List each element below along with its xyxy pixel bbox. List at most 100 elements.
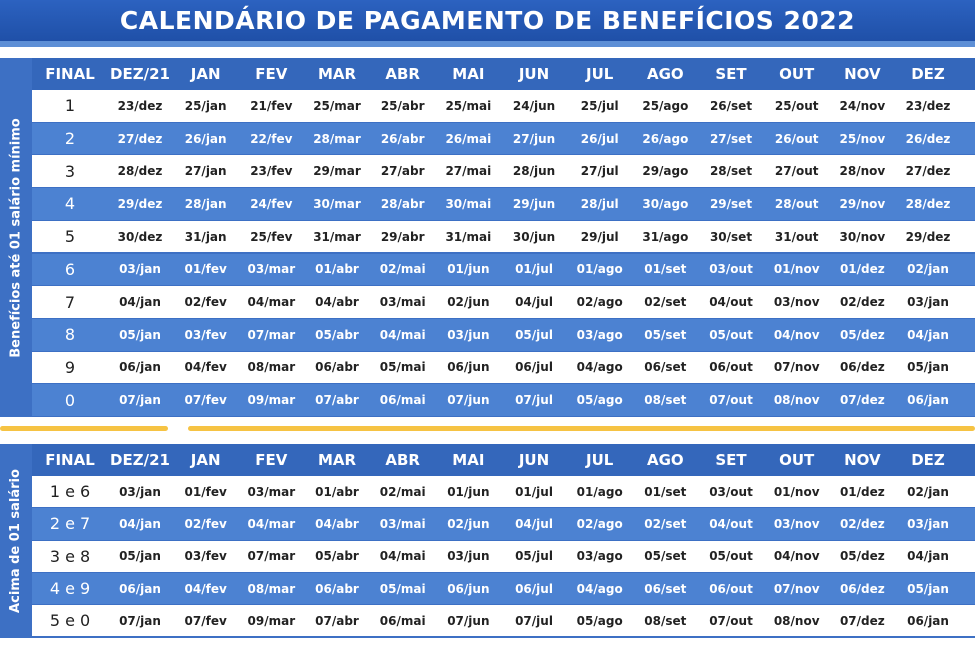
- row-label: 4: [64, 194, 76, 214]
- cell: 03/jun: [447, 549, 490, 564]
- cell: 27/dez: [117, 131, 163, 146]
- cell: 01/set: [644, 262, 687, 277]
- data-row: 4 29/dez 28/jan 24/fev 30/mar 28/abr 30/mai 29/…: [32, 188, 975, 220]
- cell: 25/mai: [445, 98, 492, 113]
- cell: 28/jun: [512, 164, 556, 179]
- cell: 05/set: [644, 327, 687, 342]
- cell: 06/abr: [315, 360, 359, 375]
- cell: OUT: [779, 65, 815, 83]
- cell: 28/abr: [380, 196, 425, 211]
- cell: 06/jun: [447, 581, 490, 596]
- row-label: 5 e 0: [49, 611, 91, 631]
- cell: 07/jul: [515, 613, 553, 628]
- cell: 04/jan: [907, 327, 949, 342]
- data-row: 6 03/jan 01/fev 03/mar 01/abr 02/mai 01/jun 01/…: [32, 253, 975, 286]
- cell: 24/nov: [839, 98, 886, 113]
- cell: 03/mai: [379, 295, 426, 310]
- cell: 30/set: [709, 229, 753, 244]
- cell: 04/jan: [907, 549, 949, 564]
- cell: 04/jan: [119, 516, 161, 531]
- cell: 29/dez: [117, 196, 163, 211]
- cell: 02/fev: [184, 516, 227, 531]
- row-label: 9: [64, 357, 76, 377]
- cell: MAI: [452, 451, 485, 469]
- cell: 05/dez: [839, 549, 885, 564]
- cell: 01/abr: [315, 262, 359, 277]
- cell: 06/jul: [515, 581, 553, 596]
- cell: 05/abr: [315, 327, 359, 342]
- cell: 02/jan: [907, 262, 949, 277]
- cell: 08/set: [644, 393, 687, 408]
- row-label: 4 e 9: [49, 579, 91, 599]
- cell: 05/jul: [515, 327, 553, 342]
- cell: JUL: [586, 451, 614, 469]
- cell: 28/jul: [580, 196, 619, 211]
- cell: 29/abr: [380, 229, 425, 244]
- cell: 05/mai: [379, 360, 426, 375]
- cell: 04/out: [709, 295, 753, 310]
- cell: 04/out: [709, 516, 753, 531]
- cell: 28/mar: [313, 131, 361, 146]
- cell: 02/set: [644, 295, 687, 310]
- cell: 04/nov: [773, 549, 820, 564]
- cell: 29/ago: [642, 164, 689, 179]
- cell: 07/abr: [315, 613, 359, 628]
- cell: 29/mar: [313, 164, 361, 179]
- cell: JAN: [190, 65, 221, 83]
- cell: 01/abr: [315, 484, 359, 499]
- row-label: 8: [64, 325, 76, 345]
- cell: 25/fev: [250, 229, 293, 244]
- cell: 22/fev: [250, 131, 293, 146]
- cell: 01/fev: [184, 484, 227, 499]
- cell: DEZ: [911, 451, 945, 469]
- cell: 04/mar: [247, 295, 296, 310]
- cell: 24/fev: [250, 196, 293, 211]
- cell: 28/dez: [905, 196, 951, 211]
- row-label: 2 e 7: [49, 514, 91, 534]
- title-strip: [0, 41, 975, 47]
- data-row: 0 07/jan 07/fev 09/mar 07/abr 06/mai 07/jun 07/…: [32, 384, 975, 416]
- cell: DEZ: [911, 65, 945, 83]
- cell: 04/abr: [315, 295, 359, 310]
- cell: 06/set: [644, 581, 687, 596]
- cell: 06/dez: [839, 360, 885, 375]
- cell: 01/nov: [773, 262, 820, 277]
- cell: 29/nov: [839, 196, 886, 211]
- cell: 05/jan: [907, 360, 949, 375]
- cell: 03/mar: [247, 484, 296, 499]
- cell: 03/jan: [907, 295, 949, 310]
- side-label: Acima de 01 salário: [8, 468, 23, 613]
- cell: 01/nov: [773, 484, 820, 499]
- data-row: 1 23/dez 25/jan 21/fev 25/mar 25/abr 25/mai 24/…: [32, 90, 975, 122]
- data-row: 2 e 7 04/jan 02/fev 04/mar 04/abr 03/mai 02/ju…: [32, 508, 975, 540]
- row-label: 3: [64, 161, 76, 181]
- cell: 30/ago: [642, 196, 689, 211]
- cell: 21/fev: [250, 98, 293, 113]
- cell: SET: [715, 65, 747, 83]
- cell: 06/jan: [907, 613, 949, 628]
- cell: 04/jul: [515, 295, 553, 310]
- cell: 07/fev: [184, 393, 227, 408]
- cell: 05/dez: [839, 327, 885, 342]
- row-label: 3 e 8: [49, 546, 91, 566]
- cell: FEV: [255, 65, 288, 83]
- cell: 31/out: [774, 229, 819, 244]
- cell: 25/jan: [184, 98, 227, 113]
- cell: 27/jun: [512, 131, 556, 146]
- cell: 26/abr: [380, 131, 425, 146]
- cell: 02/mai: [379, 484, 426, 499]
- cell: 04/jan: [119, 295, 161, 310]
- cell: 07/mar: [247, 549, 296, 564]
- cell: 28/out: [774, 196, 819, 211]
- cell: 02/dez: [839, 516, 885, 531]
- divider: [188, 426, 975, 431]
- cell: 03/nov: [773, 516, 820, 531]
- cell: 31/mai: [445, 229, 492, 244]
- cell: 03/jan: [119, 262, 161, 277]
- cell: 01/set: [644, 484, 687, 499]
- cell: 07/dez: [839, 393, 885, 408]
- cell: 05/set: [644, 549, 687, 564]
- title: CALENDÁRIO DE PAGAMENTO DE BENEFÍCIOS 20…: [0, 0, 975, 41]
- cell: 30/jun: [512, 229, 556, 244]
